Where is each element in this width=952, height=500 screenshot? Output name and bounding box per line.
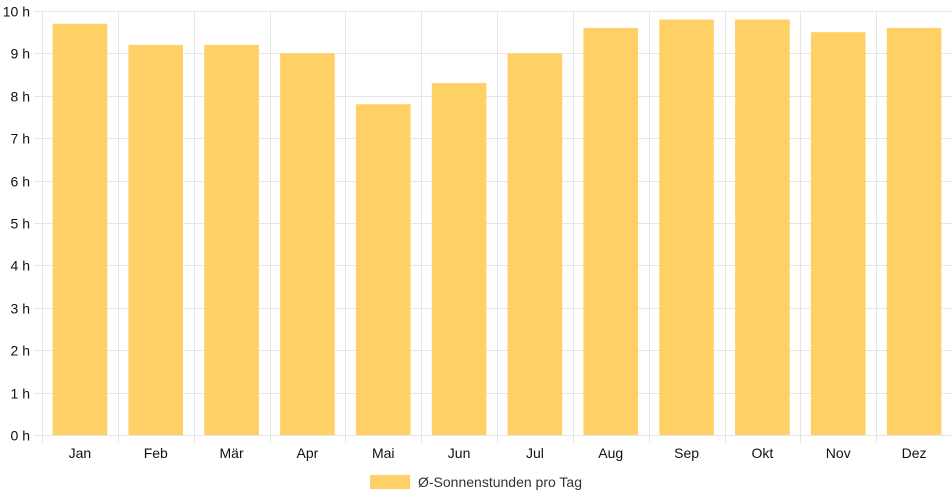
x-tick-label: Mär <box>220 445 244 461</box>
y-tick-label: 8 h <box>11 89 30 105</box>
bar-mär[interactable] <box>204 44 259 436</box>
y-tick-label: 3 h <box>11 301 30 317</box>
x-axis: Jan Feb Mär Apr Mai Jun Jul Aug Sep Okt Nov Dez <box>69 445 927 461</box>
y-tick-label: 6 h <box>11 174 30 190</box>
x-tick-label: Mai <box>372 445 395 461</box>
y-tick-label: 5 h <box>11 216 30 232</box>
y-tick-label: 2 h <box>11 343 30 359</box>
x-tick-label: Jul <box>526 445 544 461</box>
x-tick-label: Dez <box>902 445 927 461</box>
bar-mai[interactable] <box>355 104 411 435</box>
bar-dez[interactable] <box>886 27 942 436</box>
y-axis: 0 h 1 h 2 h 3 h 4 h 5 h 6 h 7 h 8 h 9 h 10 h <box>3 4 30 444</box>
legend[interactable]: Ø-Sonnenstunden pro Tag <box>370 474 582 490</box>
x-tick-label: Nov <box>826 445 851 461</box>
legend-swatch[interactable] <box>370 475 410 489</box>
x-tick-label: Apr <box>297 445 319 461</box>
x-tick-label: Sep <box>674 445 699 461</box>
x-tick-label: Jun <box>448 445 471 461</box>
legend-label[interactable]: Ø-Sonnenstunden pro Tag <box>418 474 582 490</box>
x-tick-label: Jan <box>69 445 92 461</box>
x-tick-label: Aug <box>598 445 623 461</box>
y-tick-label: 9 h <box>11 46 30 62</box>
bar-nov[interactable] <box>810 32 866 435</box>
grid-layer <box>34 11 952 443</box>
y-tick-label: 0 h <box>11 428 30 444</box>
bar-apr[interactable] <box>280 53 335 436</box>
bars-layer <box>52 19 942 436</box>
x-tick-label: Feb <box>144 445 168 461</box>
bar-jan[interactable] <box>52 23 108 435</box>
bar-jul[interactable] <box>507 53 563 436</box>
y-tick-label: 4 h <box>11 258 30 274</box>
y-tick-label: 10 h <box>3 4 30 20</box>
bar-aug[interactable] <box>583 27 639 436</box>
x-tick-label: Okt <box>752 445 774 461</box>
bar-feb[interactable] <box>128 44 184 436</box>
y-tick-label: 7 h <box>11 131 30 147</box>
bar-okt[interactable] <box>735 19 790 435</box>
y-tick-label: 1 h <box>11 386 30 402</box>
bar-sep[interactable] <box>659 19 714 435</box>
bar-jun[interactable] <box>431 83 487 435</box>
